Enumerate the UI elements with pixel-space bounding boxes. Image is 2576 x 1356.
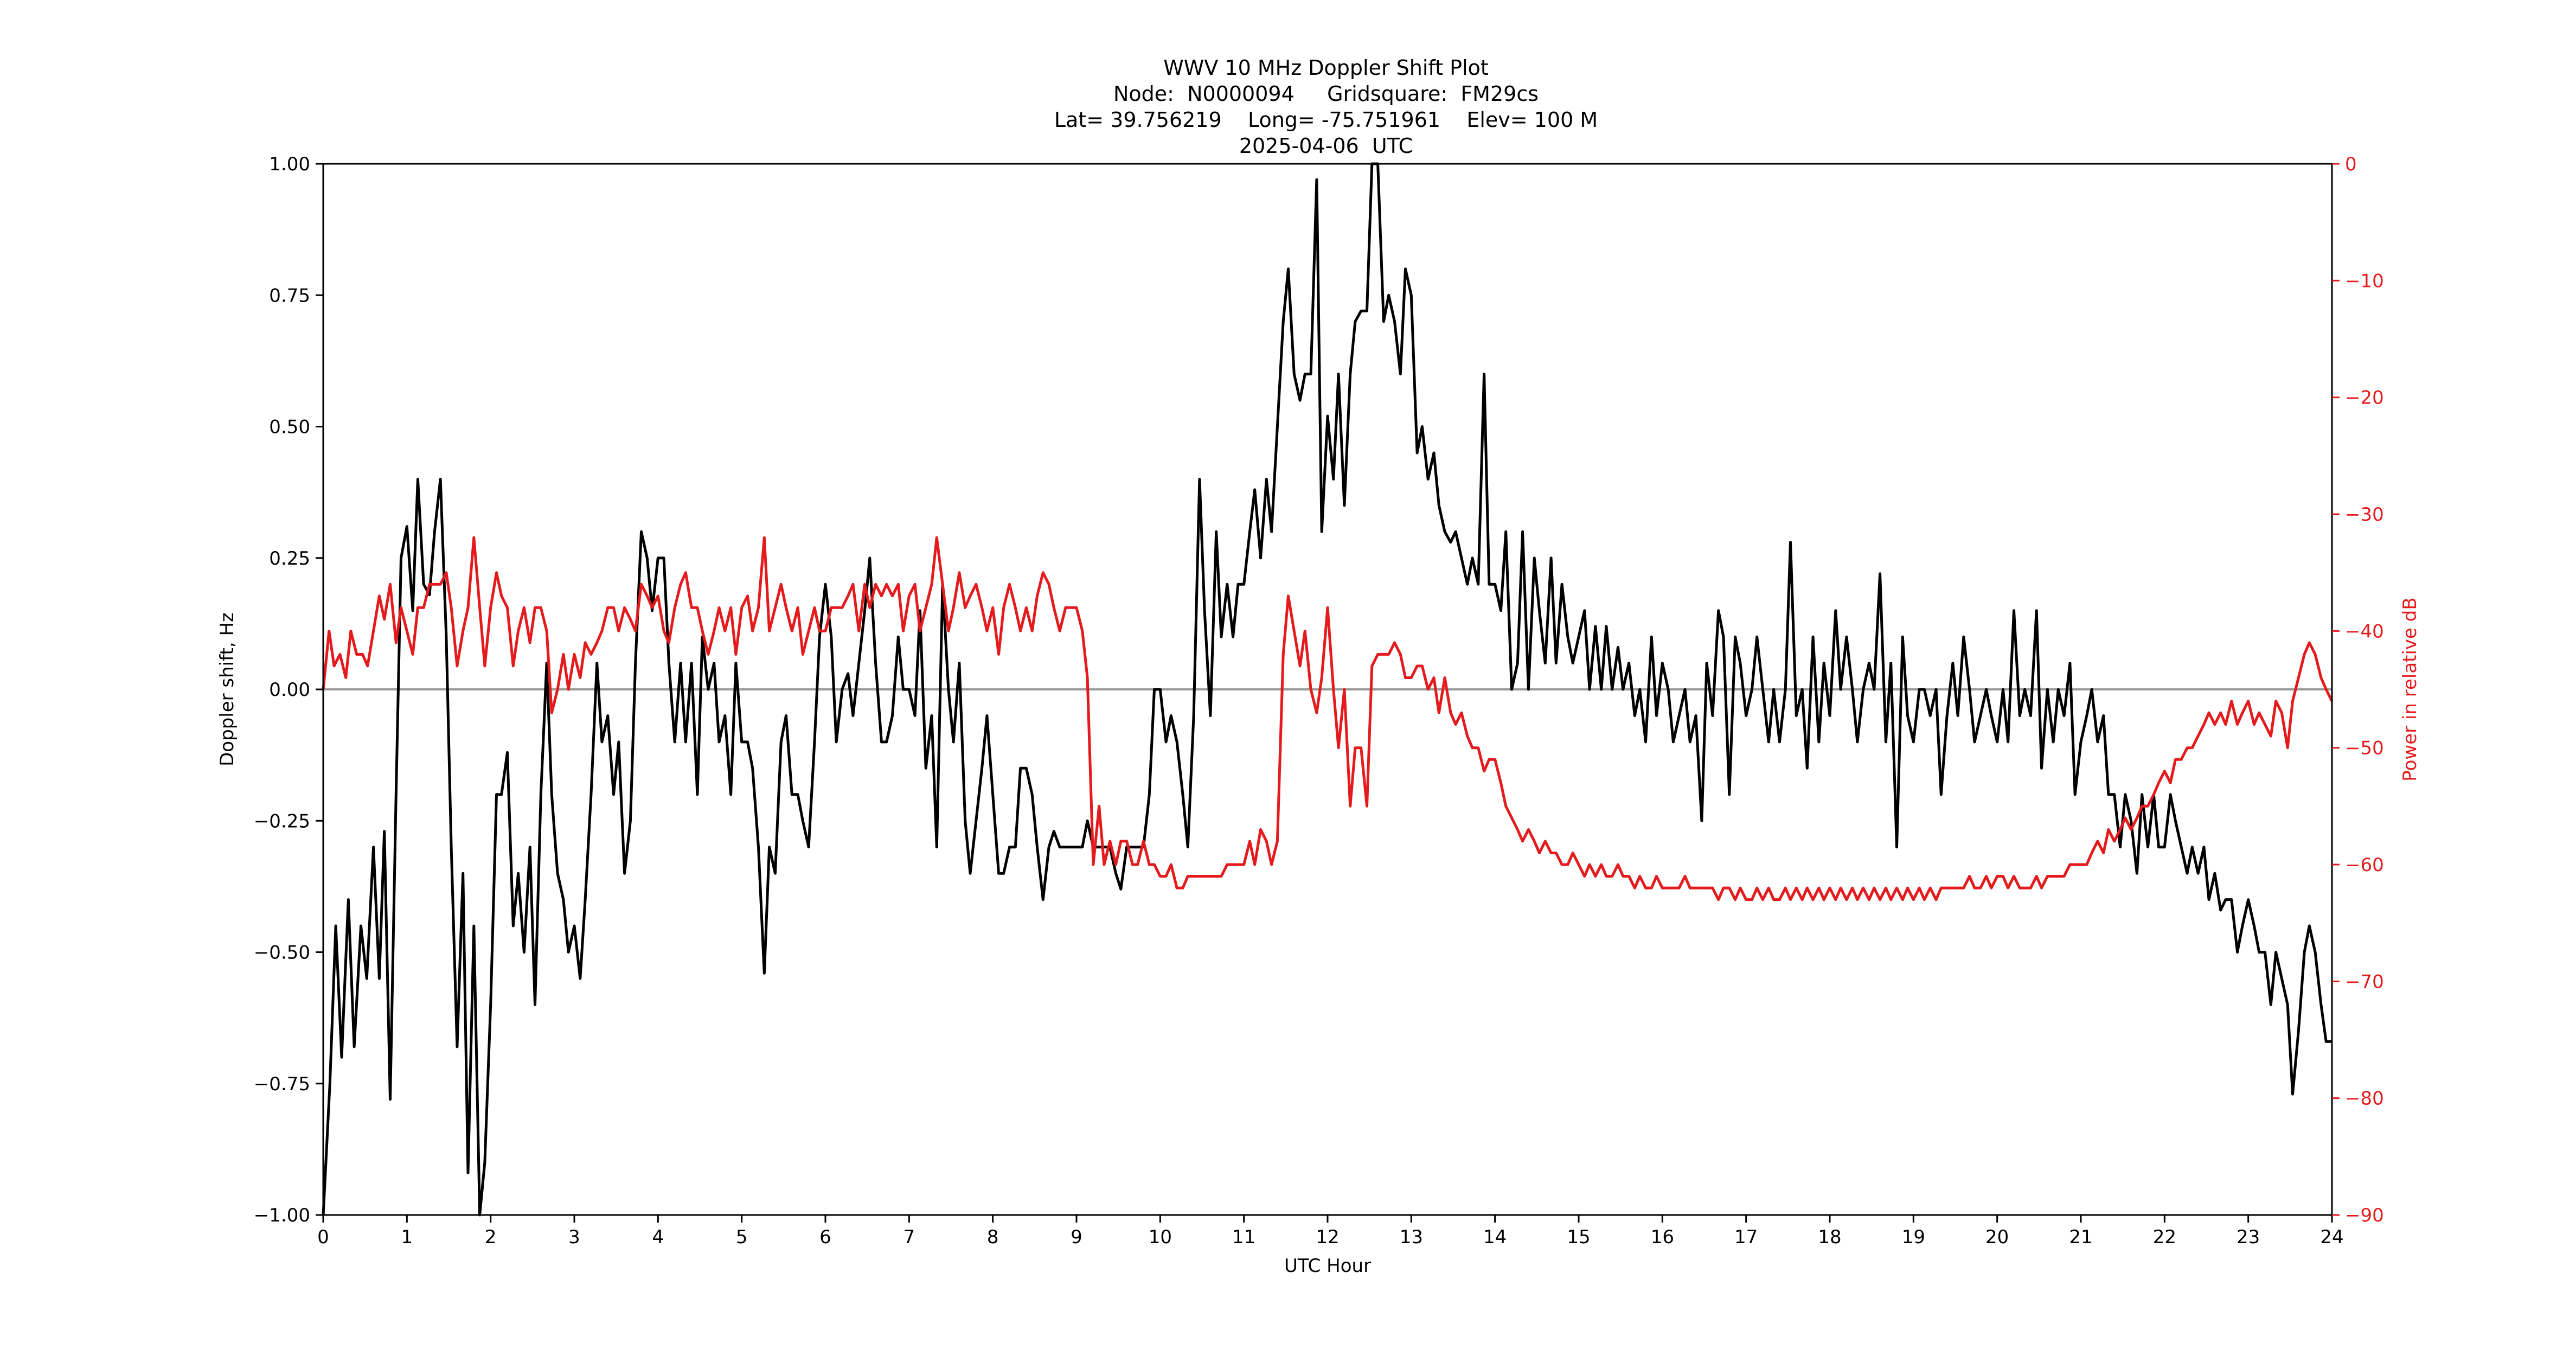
y2-axis-ticks: 0 −10 −20 −30 −40 −50 −60 −70 −80 −90 bbox=[2332, 153, 2384, 1226]
x-tick-label: 15 bbox=[1567, 1226, 1590, 1248]
y-axis-ticks: 1.00 0.75 0.50 0.25 0.00 −0.25 −0.50 −0.75 −1.00 bbox=[254, 153, 323, 1226]
title-line-4: 2025-04-06 UTC bbox=[1239, 134, 1413, 158]
x-tick-label: 17 bbox=[1734, 1226, 1758, 1248]
y2-tick-label: −10 bbox=[2345, 270, 2384, 292]
y2-tick-label: −80 bbox=[2345, 1088, 2384, 1110]
y-tick-label: 0.50 bbox=[269, 417, 310, 438]
y2-tick-label: −50 bbox=[2345, 738, 2384, 759]
x-tick-label: 9 bbox=[1071, 1226, 1082, 1248]
y-tick-label: −0.50 bbox=[254, 942, 310, 964]
y-tick-label: 0.25 bbox=[269, 548, 310, 570]
y-tick-label: 1.00 bbox=[269, 153, 310, 175]
x-axis-label: UTC Hour bbox=[1284, 1255, 1371, 1277]
y-tick-label: −1.00 bbox=[254, 1205, 310, 1226]
x-tick-label: 1 bbox=[401, 1226, 413, 1248]
y2-tick-label: −40 bbox=[2345, 621, 2384, 642]
x-axis-ticks: 0 1 2 3 4 5 6 7 8 9 10 11 12 13 14 15 16 17 18 19 20 21 22 23 24 bbox=[317, 1215, 2344, 1248]
x-tick-label: 16 bbox=[1651, 1226, 1674, 1248]
title-line-1: WWV 10 MHz Doppler Shift Plot bbox=[1163, 56, 1489, 80]
y2-tick-label: −70 bbox=[2345, 971, 2384, 993]
x-tick-label: 20 bbox=[1985, 1226, 2009, 1248]
chart-title: WWV 10 MHz Doppler Shift Plot Node: N000… bbox=[1054, 56, 1598, 158]
power-series-line bbox=[322, 536, 2334, 901]
x-tick-label: 7 bbox=[903, 1226, 915, 1248]
y-tick-label: 0.00 bbox=[269, 679, 310, 701]
x-tick-label: 8 bbox=[987, 1226, 999, 1248]
y2-tick-label: −90 bbox=[2345, 1205, 2384, 1226]
y-tick-label: −0.25 bbox=[254, 810, 310, 832]
x-tick-label: 18 bbox=[1818, 1226, 1841, 1248]
x-tick-label: 19 bbox=[1902, 1226, 1925, 1248]
y2-tick-label: −30 bbox=[2345, 504, 2384, 526]
x-tick-label: 12 bbox=[1316, 1226, 1339, 1248]
x-tick-label: 24 bbox=[2320, 1226, 2343, 1248]
y2-tick-label: −60 bbox=[2345, 854, 2384, 876]
doppler-shift-series-line bbox=[322, 162, 2332, 1217]
y-tick-label: 0.75 bbox=[269, 285, 310, 306]
x-tick-label: 11 bbox=[1232, 1226, 1255, 1248]
x-tick-label: 5 bbox=[736, 1226, 748, 1248]
x-tick-label: 3 bbox=[568, 1226, 580, 1248]
x-tick-label: 4 bbox=[652, 1226, 664, 1248]
x-tick-label: 10 bbox=[1149, 1226, 1172, 1248]
y-axis-label: Doppler shift, Hz bbox=[216, 612, 238, 766]
y-tick-label: −0.75 bbox=[254, 1073, 310, 1095]
x-tick-label: 22 bbox=[2153, 1226, 2176, 1248]
title-line-3: Lat= 39.756219 Long= -75.751961 Elev= 10… bbox=[1054, 108, 1598, 132]
x-tick-label: 0 bbox=[317, 1226, 329, 1248]
x-tick-label: 23 bbox=[2237, 1226, 2260, 1248]
y2-tick-label: −20 bbox=[2345, 387, 2384, 409]
x-tick-label: 13 bbox=[1400, 1226, 1423, 1248]
x-tick-label: 14 bbox=[1483, 1226, 1507, 1248]
x-tick-label: 6 bbox=[819, 1226, 831, 1248]
x-tick-label: 2 bbox=[485, 1226, 497, 1248]
y2-axis-label: Power in relative dB bbox=[2399, 597, 2421, 781]
x-tick-label: 21 bbox=[2069, 1226, 2092, 1248]
y2-tick-label: 0 bbox=[2345, 153, 2357, 175]
title-line-2: Node: N0000094 Gridsquare: FM29cs bbox=[1113, 82, 1539, 106]
